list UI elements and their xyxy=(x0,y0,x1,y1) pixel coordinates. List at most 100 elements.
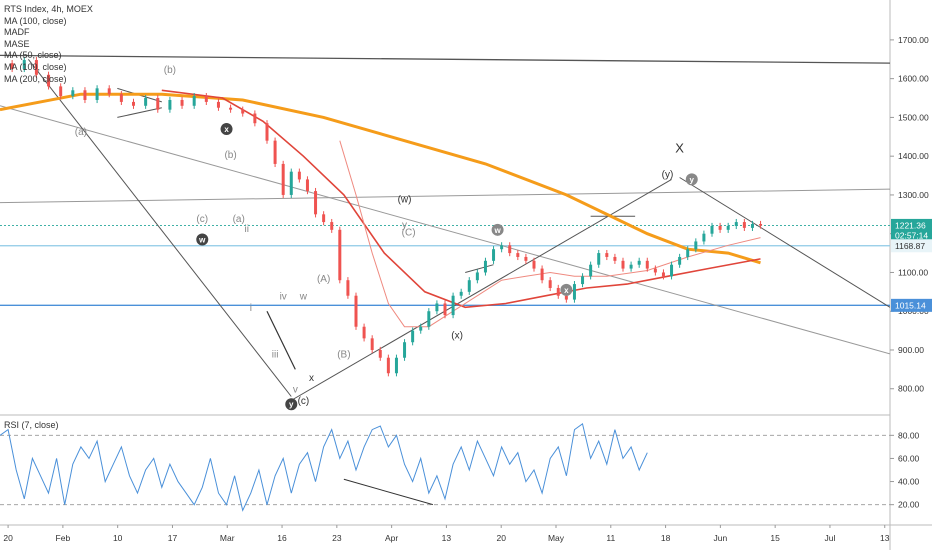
legend-item-ma50[interactable]: MA (50, close) xyxy=(4,50,62,61)
candle-body xyxy=(516,253,520,257)
candle-body xyxy=(670,264,674,277)
wave-circle xyxy=(285,398,298,411)
candle-body xyxy=(378,349,382,358)
candle-body xyxy=(297,171,301,180)
candle-body xyxy=(750,224,754,228)
candle-body xyxy=(524,256,528,261)
legend-item-ma100[interactable]: MA (100, close) xyxy=(4,15,67,26)
wave-circle xyxy=(560,283,573,296)
rsi-tick-label: 60.00 xyxy=(898,453,920,463)
candle-body xyxy=(492,249,496,261)
candle-body xyxy=(637,260,641,265)
time-tick-label: Apr xyxy=(385,533,398,543)
price-tag-label: 02:57:14 xyxy=(895,231,928,241)
candle-body xyxy=(322,214,326,223)
candle-body xyxy=(459,291,463,296)
chart-title: RTS Index, 4h, MOEX xyxy=(4,4,93,14)
candle-body xyxy=(71,90,75,97)
candle-body xyxy=(370,338,374,350)
candle-body xyxy=(59,86,63,97)
candle-body xyxy=(661,272,665,277)
candle-body xyxy=(265,123,269,141)
price-tag-label: 1168.87 xyxy=(895,241,925,251)
time-tick-label: Mar xyxy=(220,533,235,543)
candle-body xyxy=(411,330,415,343)
candle-body xyxy=(427,311,431,327)
candle-body xyxy=(653,268,657,273)
wave-circle-label: x xyxy=(224,125,229,134)
candle-body xyxy=(483,260,487,273)
price-tick-label: 900.00 xyxy=(898,345,924,355)
candle-body xyxy=(216,101,220,108)
wave-label: y xyxy=(402,220,407,231)
price-tick-label: 1500.00 xyxy=(898,112,929,122)
candle-body xyxy=(144,98,148,106)
candle-body xyxy=(678,256,682,265)
wave-circle-label: w xyxy=(493,226,501,235)
time-tick-label: 20 xyxy=(3,533,13,543)
candle-body xyxy=(192,96,196,106)
wave-label: iii xyxy=(272,350,279,361)
wave-label: (c) xyxy=(298,396,310,407)
wave-label: v xyxy=(293,385,298,396)
candle-body xyxy=(532,260,536,269)
time-tick-label: 13 xyxy=(442,533,452,543)
legend-item-ma100b[interactable]: MA (100, close) xyxy=(4,61,67,72)
rsi-tick-label: 40.00 xyxy=(898,477,920,487)
wave-circle xyxy=(491,223,504,236)
wave-label: (y) xyxy=(662,169,674,180)
candle-body xyxy=(605,253,609,257)
price-tag-label: 1221.36 xyxy=(895,220,926,230)
candle-body xyxy=(34,60,38,75)
wave-label: ii xyxy=(245,224,249,235)
candle-body xyxy=(386,357,390,374)
wave-label: (B) xyxy=(337,350,350,361)
time-tick-label: Jun xyxy=(714,533,728,543)
candle-body xyxy=(314,191,318,215)
price-tick-label: 1400.00 xyxy=(898,151,929,161)
wave-circle-label: x xyxy=(564,286,569,295)
candle-body xyxy=(548,280,552,288)
candle-body xyxy=(107,88,111,95)
rsi-line xyxy=(0,422,648,512)
legend-item-ma200[interactable]: MA (200, close) xyxy=(4,73,67,84)
wave-label: (b) xyxy=(164,65,176,76)
wave-label: x xyxy=(309,373,314,384)
candle-body xyxy=(467,280,471,292)
rsi-label: RSI (7, close) xyxy=(4,420,59,430)
candle-body xyxy=(443,303,447,316)
wave-label: X xyxy=(675,140,684,155)
rsi-tick-label: 80.00 xyxy=(898,430,920,440)
candle-body xyxy=(451,295,455,316)
wave-label: iv xyxy=(280,292,287,303)
rsi-divergence-line xyxy=(343,478,434,506)
candle-body xyxy=(132,101,135,106)
trendline-wave-down xyxy=(27,58,292,397)
wave-label: w xyxy=(299,292,308,303)
price-tag-label: 1015.14 xyxy=(895,300,926,310)
price-tick-label: 1300.00 xyxy=(898,190,929,200)
candle-body xyxy=(362,326,366,339)
legend-item-mase[interactable]: MASE xyxy=(4,38,30,49)
candle-body xyxy=(180,99,184,106)
candle-body xyxy=(289,171,293,195)
price-tag xyxy=(891,218,932,232)
wave-circle-label: y xyxy=(690,175,695,184)
candle-body xyxy=(403,342,407,358)
wave-circle-label: y xyxy=(289,400,294,409)
candle-body xyxy=(281,163,285,195)
price-tag xyxy=(891,229,932,243)
legend-item-madf[interactable]: MADF xyxy=(4,27,30,38)
candle-body xyxy=(645,260,649,269)
candle-body xyxy=(83,90,87,100)
candle-body xyxy=(119,94,123,102)
candle-body xyxy=(702,233,706,242)
price-tag xyxy=(891,298,932,312)
candle-body xyxy=(759,224,763,226)
wave-circle xyxy=(685,173,698,186)
candle-body xyxy=(508,245,512,254)
candle-body xyxy=(435,303,439,312)
wave-label: (w) xyxy=(398,195,412,206)
